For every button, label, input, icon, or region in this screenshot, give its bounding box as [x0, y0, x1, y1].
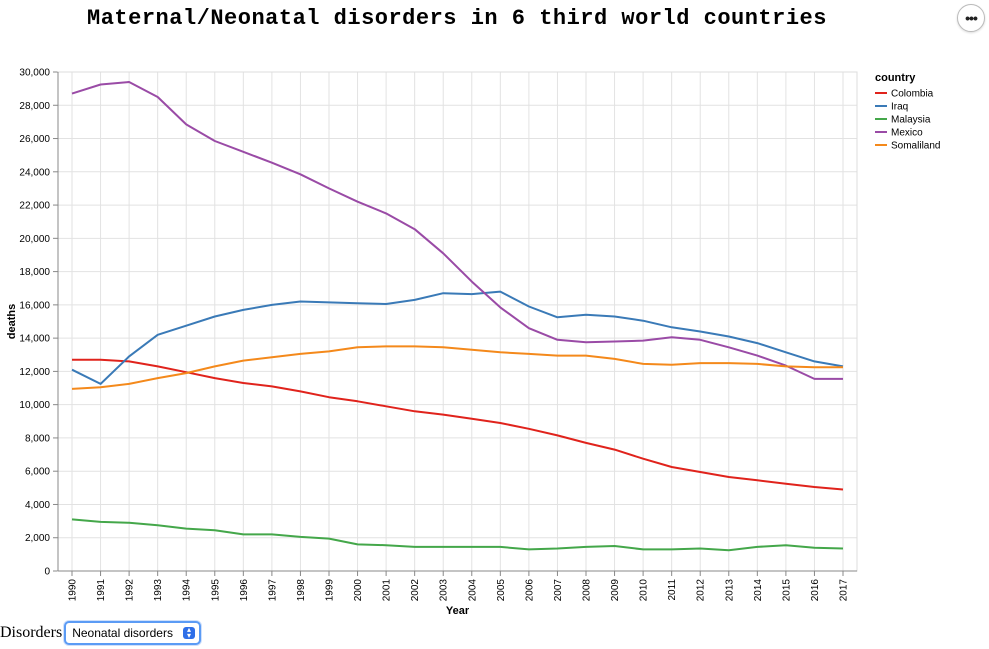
disorder-select-value: Neonatal disorders	[72, 626, 173, 640]
legend-label: Colombia	[891, 89, 934, 100]
x-tick-label: 1996	[239, 579, 250, 602]
legend-title: country	[875, 72, 916, 84]
ellipsis-icon: •••	[965, 10, 978, 26]
x-tick-label: 2003	[439, 579, 450, 602]
y-tick-label: 0	[44, 567, 50, 578]
disorder-select[interactable]: Neonatal disorders ▴ ▾	[64, 621, 201, 645]
legend-label: Somaliland	[891, 141, 940, 152]
x-tick-label: 2009	[610, 579, 621, 602]
series-line-malaysia	[71, 518, 844, 552]
more-options-button[interactable]: •••	[957, 4, 985, 32]
y-tick-label: 12,000	[19, 367, 50, 378]
x-tick-label: 2001	[382, 579, 393, 602]
x-tick-label: 2005	[496, 579, 507, 602]
y-tick-label: 22,000	[19, 201, 50, 212]
disorders-label: Disorders	[0, 624, 63, 641]
plot-frame	[57, 71, 858, 572]
x-tick-label: 1992	[125, 579, 136, 602]
x-tick-label: 2014	[753, 579, 764, 602]
line-chart: 0 2,000 4,000 6,000 8,000 10,000 12,000 14,000 1…	[6, 68, 940, 618]
y-tick-label: 24,000	[19, 167, 50, 178]
x-tick-label: 2017	[839, 579, 850, 602]
x-tick-label: 1995	[210, 579, 221, 602]
x-tick-label: 1997	[267, 579, 278, 602]
x-tick-label: 1999	[325, 579, 336, 602]
x-tick-label: 1994	[182, 579, 193, 602]
y-tick-label: 18,000	[19, 267, 50, 278]
y-tick-label: 26,000	[19, 134, 50, 145]
x-axis-title: Year	[446, 605, 470, 617]
x-tick-label: 2015	[781, 579, 792, 602]
x-tick-label: 2008	[582, 579, 593, 602]
legend-label: Mexico	[891, 128, 923, 139]
x-tick-label: 2012	[696, 579, 707, 602]
y-tick-label: 20,000	[19, 234, 50, 245]
y-tick-label: 8,000	[25, 433, 50, 444]
y-tick-label: 14,000	[19, 334, 50, 345]
series-line-somaliland	[71, 345, 843, 390]
chevron-updown-icon: ▴ ▾	[182, 626, 195, 640]
x-tick-label: 2002	[410, 579, 421, 602]
x-tick-label: 2010	[639, 579, 650, 602]
x-tick-label: 2011	[667, 579, 678, 601]
legend-label: Malaysia	[891, 115, 931, 126]
x-tick-label: 1990	[68, 579, 79, 602]
x-tick-label: 2000	[353, 579, 364, 602]
x-tick-label: 2016	[810, 579, 821, 602]
series-line-iraq	[71, 290, 844, 385]
y-tick-label: 16,000	[19, 300, 50, 311]
chart-title: Maternal/Neonatal disorders in 6 third w…	[87, 6, 827, 31]
y-axis-title: deaths	[6, 304, 18, 339]
y-tick-label: 30,000	[19, 68, 50, 79]
x-tick-label: 2004	[467, 579, 478, 602]
series-line-colombia	[72, 358, 844, 491]
disorder-controls: Disorders Neonatal disorders ▴ ▾	[0, 621, 201, 645]
y-tick-label: 28,000	[19, 101, 50, 112]
y-tick-label: 6,000	[25, 467, 50, 478]
x-tick-label: 2006	[524, 579, 535, 602]
y-tick-label: 10,000	[19, 400, 50, 411]
x-tick-label: 1991	[96, 579, 107, 602]
x-tick-label: 2007	[553, 579, 564, 602]
series-line-mexico	[71, 81, 843, 380]
legend-label: Iraq	[891, 102, 908, 113]
x-tick-label: 2013	[724, 579, 735, 602]
x-tick-label: 1998	[296, 579, 307, 602]
y-tick-label: 4,000	[25, 500, 50, 511]
y-tick-label: 2,000	[25, 533, 50, 544]
x-tick-label: 1993	[153, 579, 164, 602]
